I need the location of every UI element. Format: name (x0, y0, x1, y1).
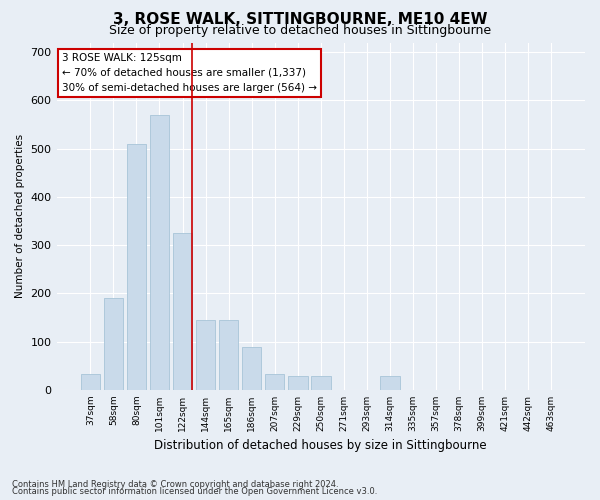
Text: Contains public sector information licensed under the Open Government Licence v3: Contains public sector information licen… (12, 487, 377, 496)
Y-axis label: Number of detached properties: Number of detached properties (15, 134, 25, 298)
Bar (288, 376, 308, 390)
Bar (104, 298, 123, 390)
Bar (380, 376, 400, 390)
Bar (265, 374, 284, 390)
Text: Contains HM Land Registry data © Crown copyright and database right 2024.: Contains HM Land Registry data © Crown c… (12, 480, 338, 489)
Bar (80, 374, 100, 390)
Text: Size of property relative to detached houses in Sittingbourne: Size of property relative to detached ho… (109, 24, 491, 37)
Bar (242, 346, 262, 390)
Bar (127, 144, 146, 390)
Bar (311, 376, 331, 390)
Text: 3, ROSE WALK, SITTINGBOURNE, ME10 4EW: 3, ROSE WALK, SITTINGBOURNE, ME10 4EW (113, 12, 487, 28)
Bar (173, 233, 193, 390)
Text: 3 ROSE WALK: 125sqm
← 70% of detached houses are smaller (1,337)
30% of semi-det: 3 ROSE WALK: 125sqm ← 70% of detached ho… (62, 53, 317, 92)
X-axis label: Distribution of detached houses by size in Sittingbourne: Distribution of detached houses by size … (154, 440, 487, 452)
Bar (219, 320, 238, 390)
Bar (149, 115, 169, 390)
Bar (196, 320, 215, 390)
